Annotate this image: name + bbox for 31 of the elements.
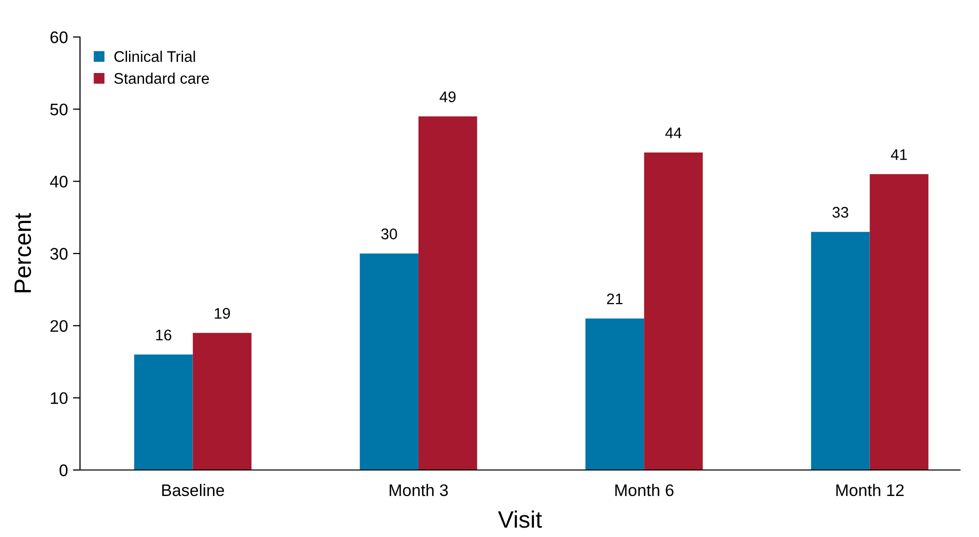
data-label: 19 xyxy=(214,308,230,319)
x-tick-label: Month 3 xyxy=(390,484,448,496)
data-label: 33 xyxy=(832,206,848,218)
y-tick-label: 20 xyxy=(50,320,68,332)
data-label: 41 xyxy=(890,149,907,160)
bar xyxy=(811,232,870,470)
y-tick-label: 10 xyxy=(50,392,68,404)
bar xyxy=(134,354,193,470)
legend-label: Standard care xyxy=(114,72,209,84)
legend-label: Clinical Trial xyxy=(114,50,195,62)
x-axis-title: Visit xyxy=(498,510,542,528)
y-tick-label: 40 xyxy=(50,176,68,188)
bar xyxy=(360,254,418,470)
data-label: 21 xyxy=(607,294,623,304)
x-tick-label: Month 12 xyxy=(836,484,904,496)
x-tick-label: Month 6 xyxy=(615,484,674,496)
bar xyxy=(585,318,644,470)
y-tick-label: 50 xyxy=(50,104,68,116)
data-label: 16 xyxy=(156,330,172,340)
y-tick-label: 0 xyxy=(60,464,68,476)
y-tick-label: 60 xyxy=(50,31,68,44)
bar xyxy=(192,332,252,470)
data-label: 30 xyxy=(381,228,398,240)
data-label: 44 xyxy=(665,128,682,138)
bar xyxy=(644,152,703,470)
x-tick-label: Baseline xyxy=(162,484,224,496)
data-label: 49 xyxy=(440,91,456,102)
y-tick-label: 30 xyxy=(50,248,68,260)
bar xyxy=(418,116,478,470)
bar xyxy=(870,174,928,470)
y-axis-title: Percent xyxy=(14,212,32,292)
